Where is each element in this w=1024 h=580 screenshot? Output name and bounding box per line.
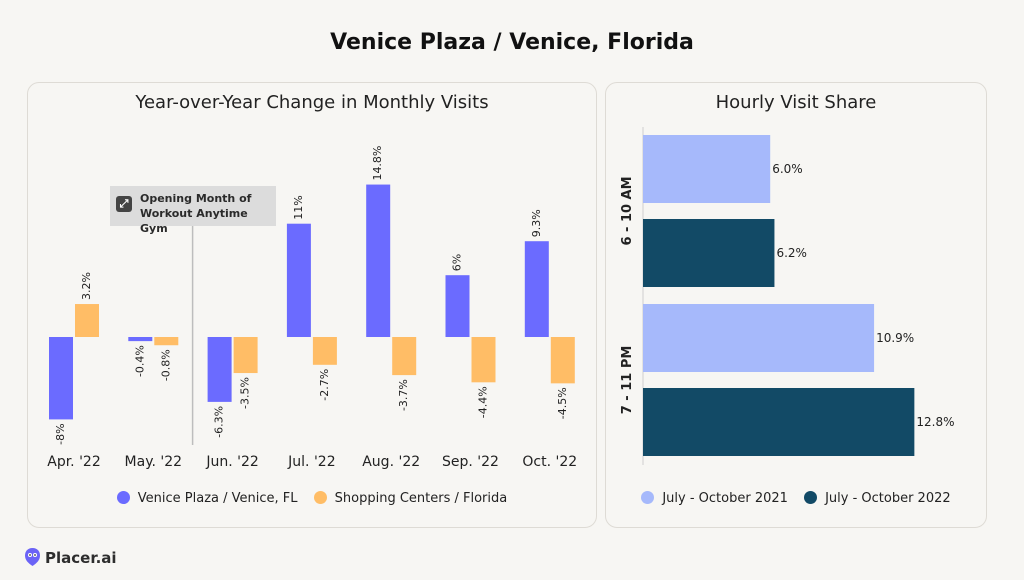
data-label-1-2: -3.5%	[239, 377, 252, 409]
data-label-1-1: -0.8%	[159, 349, 172, 381]
bar-0-1	[128, 337, 153, 342]
bar-1-0	[75, 304, 99, 337]
yoy-legend: Venice Plaza / Venice, FL Shopping Cente…	[28, 491, 596, 506]
y-category-label-0: 6 - 10 AM	[620, 176, 635, 245]
expand-arrows-icon: ⤢	[116, 196, 132, 212]
data-label-1-4: -3.7%	[397, 379, 410, 411]
legend-label-florida: Shopping Centers / Florida	[334, 491, 508, 506]
yoy-chart-card: Year-over-Year Change in Monthly Visits …	[27, 82, 597, 528]
x-tick-label-2: Jun. '22	[205, 454, 258, 470]
bar-1-5	[471, 337, 496, 383]
bar-0-2	[207, 337, 232, 402]
hbar-0-0	[643, 135, 771, 203]
data-label-0-4: 14.8%	[371, 146, 384, 181]
x-tick-label-1: May. '22	[125, 454, 183, 470]
x-tick-label-3: Jul. '22	[287, 454, 335, 470]
legend-swatch-2021	[641, 491, 655, 504]
hbar-0-1	[643, 304, 875, 372]
legend-label-2021: July - October 2021	[662, 491, 788, 506]
hbar-label-1-1: 12.8%	[916, 415, 954, 429]
data-label-0-1: -0.4%	[133, 345, 146, 377]
bar-0-3	[286, 223, 311, 337]
data-label-1-0: 3.2%	[80, 272, 93, 300]
legend-item-florida: Shopping Centers / Florida	[313, 491, 508, 506]
hbar-label-0-1: 10.9%	[876, 331, 914, 345]
legend-item-2022: July - October 2022	[804, 491, 951, 506]
yoy-chart-title: Year-over-Year Change in Monthly Visits	[135, 92, 489, 113]
x-tick-label-0: Apr. '22	[47, 454, 101, 470]
hbar-1-0	[643, 219, 775, 287]
data-label-0-2: -6.3%	[213, 406, 226, 438]
gym-opening-callout: ⤢ Opening Month of Workout Anytime Gym	[110, 186, 276, 235]
x-tick-label-6: Oct. '22	[522, 454, 577, 470]
data-label-1-3: -2.7%	[318, 369, 331, 401]
bar-0-6	[524, 241, 549, 337]
legend-item-venice: Venice Plaza / Venice, FL	[116, 491, 298, 506]
bar-1-1	[154, 337, 179, 346]
legend-swatch-2022	[804, 491, 818, 504]
hbar-label-0-0: 6.0%	[772, 162, 803, 176]
placer-logo-text: Placer.ai	[45, 549, 117, 567]
hourly-chart-card: Hourly Visit Share 6.0% 6.2% 6 - 10 AM 10.9…	[605, 82, 987, 528]
bar-1-6	[550, 337, 575, 384]
placer-logo: Placer.ai	[24, 547, 117, 569]
hourly-legend: July - October 2021 July - October 2022	[606, 491, 986, 506]
hourly-chart: 6.0% 6.2% 6 - 10 AM 10.9% 12.8% 7 - 11 PM	[620, 127, 954, 465]
bar-1-3	[312, 337, 337, 365]
y-category-label-1: 7 - 11 PM	[620, 346, 635, 415]
legend-label-2022: July - October 2022	[825, 491, 951, 506]
legend-swatch-florida	[313, 491, 327, 504]
callout-line-2: Workout Anytime Gym	[140, 207, 248, 235]
yoy-chart: -8% 3.2% Apr. '22 -0.4% -0.8% May. '22 -6.3% -3…	[47, 146, 577, 470]
data-label-0-5: 6%	[451, 254, 464, 271]
x-tick-label-4: Aug. '22	[362, 454, 420, 470]
legend-swatch-venice	[116, 491, 130, 504]
page-title: Venice Plaza / Venice, Florida	[330, 30, 694, 55]
data-label-1-6: -4.5%	[556, 387, 569, 419]
x-tick-label-5: Sep. '22	[442, 454, 499, 470]
data-label-0-3: 11%	[292, 195, 305, 219]
bar-1-4	[392, 337, 417, 376]
data-label-0-0: -8%	[54, 423, 67, 444]
hourly-chart-title: Hourly Visit Share	[715, 92, 877, 113]
legend-item-2021: July - October 2021	[641, 491, 788, 506]
legend-label-venice: Venice Plaza / Venice, FL	[137, 491, 298, 506]
bar-0-0	[49, 337, 73, 420]
hbar-1-1	[643, 388, 915, 456]
callout-line-1: Opening Month of	[140, 192, 252, 205]
hbar-label-1-0: 6.2%	[776, 246, 807, 260]
bar-0-4	[366, 184, 391, 337]
data-label-1-5: -4.4%	[477, 386, 490, 418]
data-label-0-6: 9.3%	[530, 209, 543, 237]
bar-1-2	[233, 337, 258, 374]
placer-owl-icon	[25, 548, 40, 566]
bar-0-5	[445, 275, 470, 337]
